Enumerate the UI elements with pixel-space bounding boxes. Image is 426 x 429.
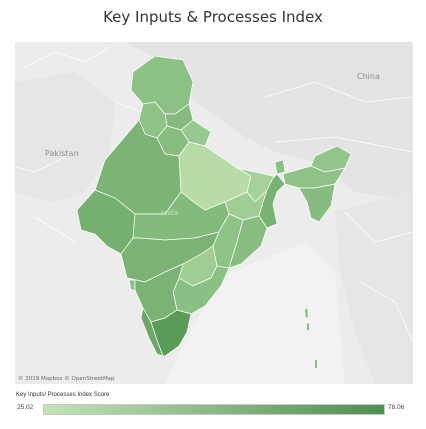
neighbor-border-lines xyxy=(15,46,413,343)
page-title: Key Inputs & Processes Index xyxy=(103,8,323,26)
region-tamil-nadu[interactable] xyxy=(150,309,192,357)
label-india: India xyxy=(161,209,178,217)
label-pakistan: Pakistan xyxy=(45,149,79,158)
label-china: China xyxy=(357,72,380,81)
region-odisha[interactable] xyxy=(228,215,268,269)
andaman-islands xyxy=(305,308,317,368)
legend-min-value: 25.02 xyxy=(17,404,34,411)
legend-color-ramp xyxy=(43,404,385,415)
bay-water xyxy=(165,242,345,384)
region-north-east-states[interactable] xyxy=(298,183,336,223)
map-canvas[interactable]: China Pakistan India © 2019 Mapbox © Ope… xyxy=(15,42,413,384)
neighbor-land-east xyxy=(335,192,413,384)
map-attribution[interactable]: © 2019 Mapbox © OpenStreetMap xyxy=(18,375,115,382)
neighbor-land-north xyxy=(15,42,413,202)
region-sikkim[interactable] xyxy=(274,159,286,175)
legend-max-value: 78.06 xyxy=(388,404,405,411)
legend-title: Key Inputs/ Processes Index Score xyxy=(16,392,110,398)
map-view[interactable]: China Pakistan India © 2019 Mapbox © Ope… xyxy=(15,42,413,384)
